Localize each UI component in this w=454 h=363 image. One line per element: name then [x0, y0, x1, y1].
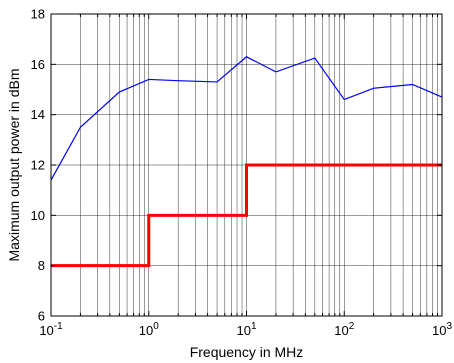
- y-tick-label: 6: [38, 309, 45, 324]
- x-tick-exponent: 2: [349, 321, 355, 332]
- x-tick-base: 10: [236, 323, 250, 338]
- y-tick-label: 10: [31, 208, 45, 223]
- y-tick-label: 18: [31, 7, 45, 22]
- y-tick-label: 12: [31, 158, 45, 173]
- x-tick-base: 10: [432, 323, 446, 338]
- x-tick-label: 100: [139, 321, 159, 338]
- y-tick-label: 14: [31, 107, 45, 122]
- x-axis-label: Frequency in MHz: [190, 344, 304, 360]
- x-tick-exponent: 3: [446, 321, 452, 332]
- y-tick-labels: 6 8 10 12 14 16 18: [31, 7, 45, 324]
- x-tick-exponent: 0: [153, 321, 159, 332]
- x-tick-labels: 10-1 100 101 102 103: [39, 321, 452, 338]
- red-step-series-line: [51, 163, 442, 268]
- x-tick-exponent: 1: [251, 321, 257, 332]
- series-group: [50, 56, 443, 268]
- x-tick-label: 101: [236, 321, 256, 338]
- x-tick-label: 103: [432, 321, 452, 338]
- y-tick-label: 16: [31, 57, 45, 72]
- y-tick-label: 8: [38, 258, 45, 273]
- x-tick-exponent: -1: [54, 321, 63, 332]
- x-tick-base: 10: [39, 323, 53, 338]
- y-axis-label: Maximum output power in dBm: [6, 69, 22, 262]
- x-tick-base: 10: [334, 323, 348, 338]
- blue-series-line: [50, 56, 443, 181]
- x-tick-label: 102: [334, 321, 354, 338]
- x-tick-base: 10: [139, 323, 153, 338]
- x-tick-label: 10-1: [39, 321, 63, 338]
- axis-ticks: [50, 13, 442, 317]
